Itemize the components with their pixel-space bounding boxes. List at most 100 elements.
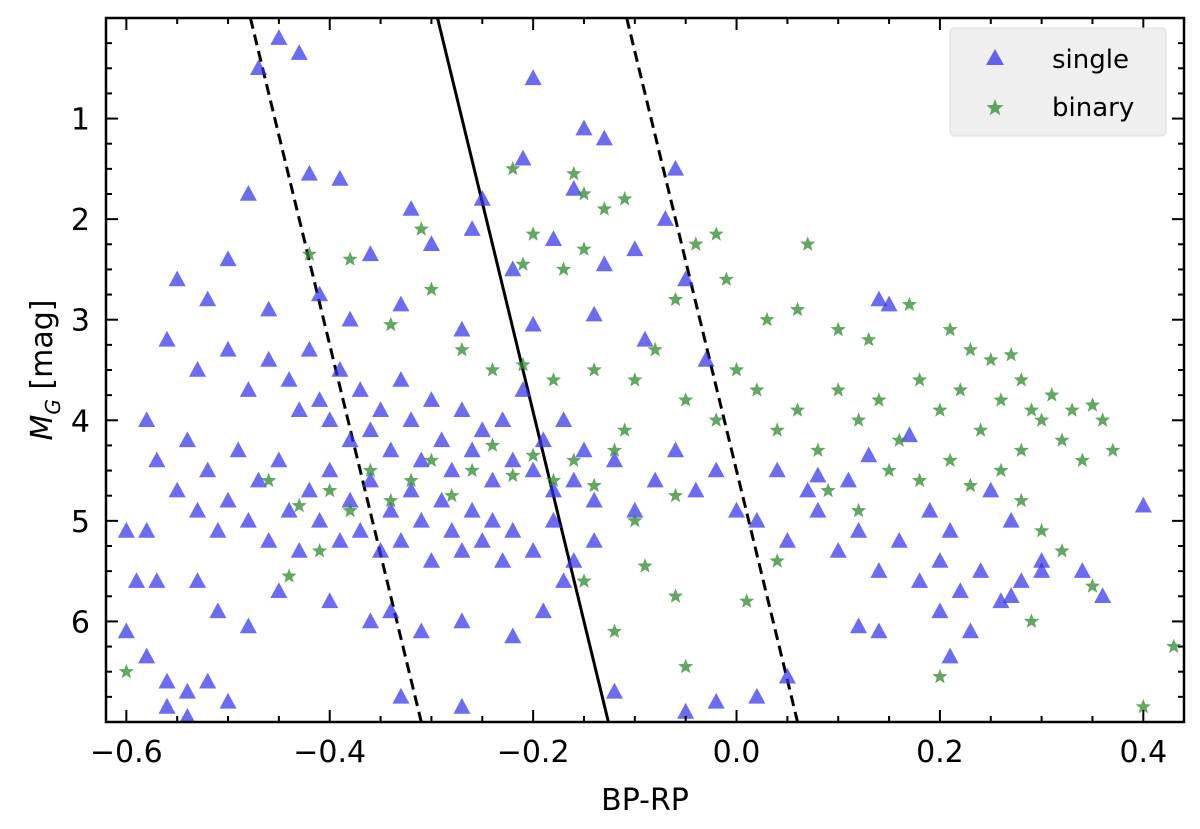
point-single [270, 451, 288, 468]
reference-lines [248, 18, 800, 722]
point-binary [749, 382, 765, 397]
point-binary [301, 246, 317, 261]
point-single [667, 441, 685, 458]
reference-line-3 [625, 18, 800, 722]
point-single [473, 532, 491, 548]
point-binary [444, 487, 460, 503]
point-single [412, 511, 430, 528]
point-single [707, 461, 725, 478]
point-single [1033, 562, 1051, 578]
point-single [402, 481, 420, 498]
point-binary [881, 462, 897, 477]
point-single [514, 149, 532, 166]
point-single [972, 562, 990, 578]
point-single [158, 697, 176, 714]
reference-line-2 [436, 18, 610, 722]
point-binary [423, 452, 439, 467]
point-binary [1023, 613, 1040, 628]
point-single [961, 622, 979, 639]
point-single [392, 687, 410, 704]
point-single [351, 521, 369, 538]
point-single [361, 612, 379, 629]
point-single [168, 270, 186, 287]
point-binary [708, 412, 724, 427]
point-binary [678, 392, 694, 407]
point-single [351, 381, 369, 397]
point-single [250, 59, 268, 75]
point-single [524, 69, 542, 86]
point-binary [637, 558, 653, 573]
point-binary [789, 301, 806, 317]
point-single [585, 305, 603, 322]
x-tick-label: 0.2 [916, 735, 964, 770]
point-binary [688, 236, 704, 251]
point-binary [851, 502, 867, 518]
point-single [260, 532, 278, 548]
legend: single binary [949, 27, 1167, 137]
point-binary [545, 472, 562, 488]
point-binary [718, 271, 734, 286]
point-single [534, 602, 552, 619]
point-binary [983, 351, 999, 367]
point-single [504, 627, 522, 644]
point-binary [342, 502, 358, 518]
point-binary [586, 362, 602, 377]
point-binary [606, 623, 623, 638]
point-single [524, 315, 542, 332]
point-single [911, 572, 929, 588]
point-single [260, 350, 278, 367]
point-single [239, 185, 257, 201]
point-binary [322, 482, 338, 498]
point-single [392, 295, 410, 312]
point-single [646, 471, 664, 488]
y-tick-label: 3 [71, 304, 90, 339]
point-binary [576, 241, 592, 256]
point-single [697, 350, 715, 367]
point-single [707, 692, 725, 709]
y-tick-label: 1 [71, 103, 90, 138]
point-binary [1166, 638, 1182, 653]
legend-label-binary: binary [1052, 93, 1134, 123]
point-single [189, 361, 207, 377]
point-single [199, 461, 217, 478]
point-binary [1034, 522, 1050, 538]
legend-box [949, 27, 1167, 137]
point-binary [993, 392, 1009, 407]
point-binary [312, 543, 328, 558]
point-single [361, 421, 379, 438]
point-single [422, 391, 440, 407]
point-binary [932, 402, 948, 417]
point-single [626, 501, 644, 518]
point-single [575, 441, 593, 458]
point-single [768, 461, 786, 478]
point-single [585, 532, 603, 548]
point-single [290, 44, 308, 60]
point-binary [545, 372, 562, 387]
point-binary [647, 341, 663, 357]
point-binary [627, 512, 643, 528]
point-single [1094, 587, 1112, 603]
point-single [189, 501, 207, 518]
point-binary [973, 422, 989, 437]
point-single [687, 481, 705, 498]
point-single [341, 310, 359, 327]
point-single [1033, 552, 1051, 568]
point-binary [1013, 442, 1029, 457]
point-binary [291, 497, 307, 513]
point-binary [851, 412, 867, 427]
point-binary [830, 382, 846, 397]
point-single [748, 511, 766, 528]
point-single [209, 521, 227, 538]
point-single [748, 687, 766, 704]
point-single [239, 617, 257, 634]
point-single [117, 622, 135, 639]
point-single [402, 200, 420, 216]
point-single [331, 169, 349, 186]
point-binary [556, 261, 572, 276]
point-binary [525, 447, 541, 462]
point-binary [708, 226, 724, 241]
point-single [422, 552, 440, 568]
point-binary [1013, 492, 1029, 508]
point-single [382, 441, 400, 458]
point-single [677, 702, 695, 719]
